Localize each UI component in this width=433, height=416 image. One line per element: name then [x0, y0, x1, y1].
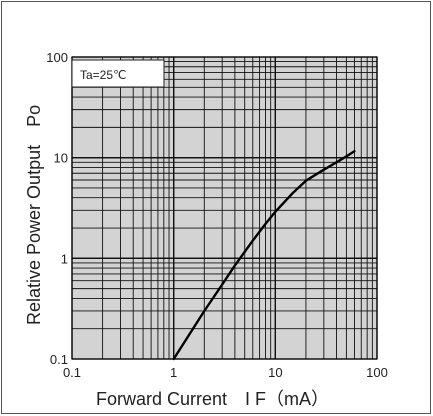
y-tick-label: 1	[61, 251, 68, 266]
y-tick-label: 10	[54, 151, 68, 166]
y-axis-label: Relative Power Output Po	[24, 105, 44, 325]
annotation-box: Ta=25℃	[71, 59, 165, 88]
tick-labels: 0.1 1 10 100 0.1 1 10 100	[46, 50, 388, 380]
x-tick-label: 10	[268, 365, 282, 380]
data-series-line	[172, 150, 356, 361]
grid-lines	[71, 56, 378, 360]
y-tick-label: 0.1	[50, 352, 68, 367]
x-tick-label: 0.1	[63, 365, 81, 380]
annotation-text: Ta=25℃	[80, 68, 127, 82]
x-tick-label: 100	[366, 365, 388, 380]
plot-area	[72, 57, 377, 359]
x-tick-label: 1	[170, 365, 177, 380]
y-tick-label: 100	[46, 50, 68, 65]
x-axis-label: Forward Current I F（mA）	[96, 389, 329, 409]
plot-border	[71, 56, 378, 360]
